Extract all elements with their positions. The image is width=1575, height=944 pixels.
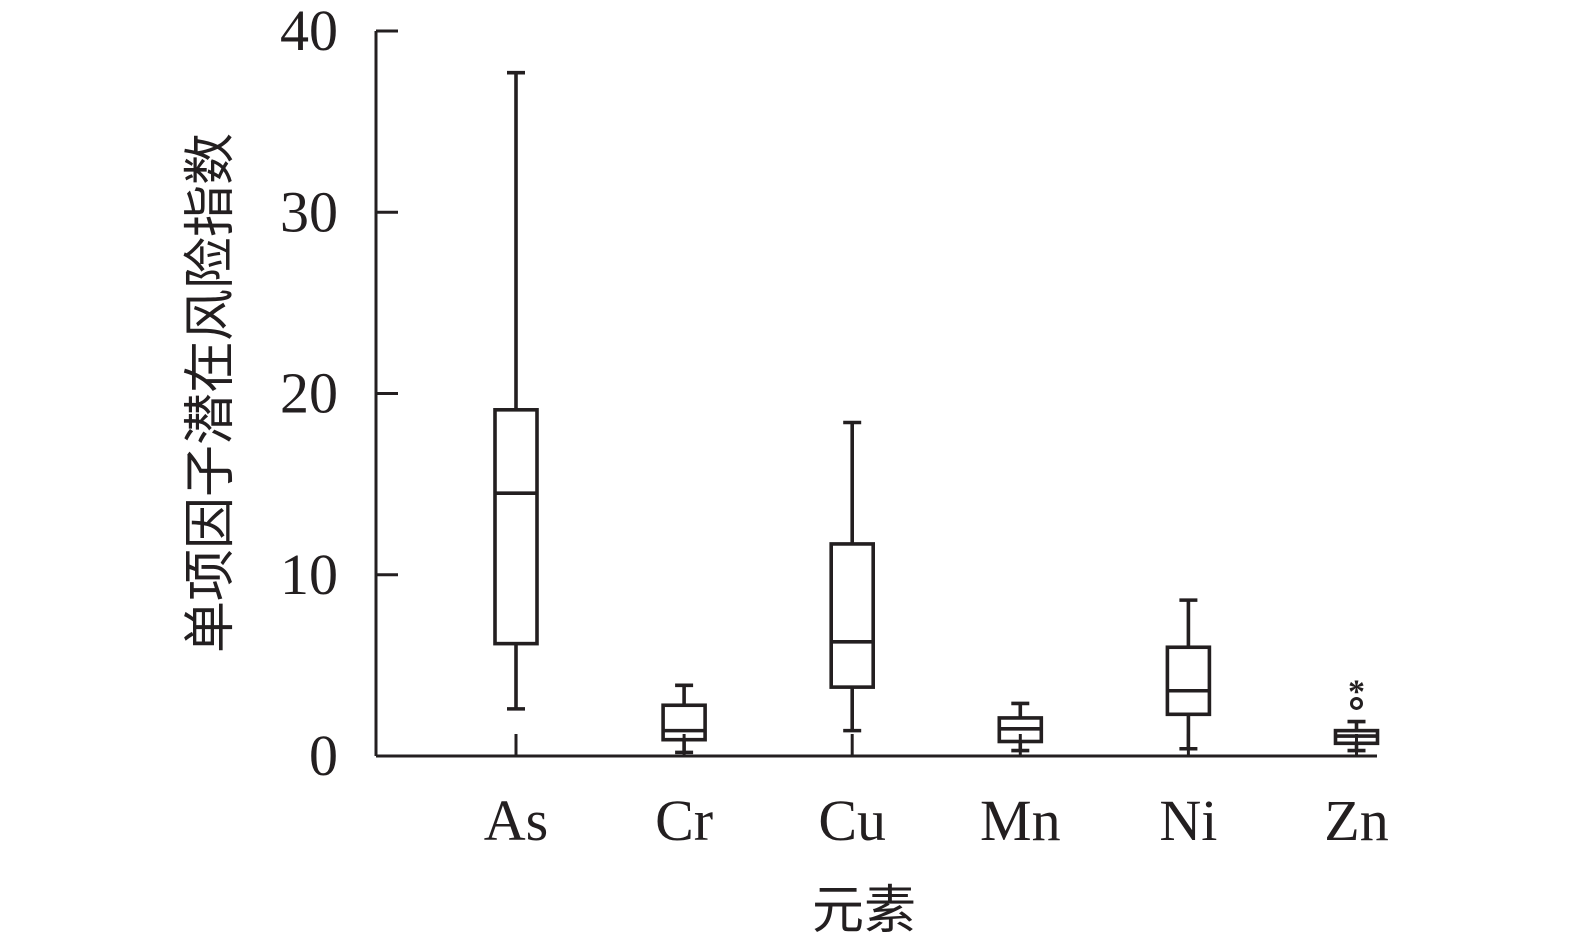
- outlier-point: [1350, 696, 1363, 710]
- box-iqr: [1165, 645, 1212, 717]
- box-as: [493, 70, 539, 711]
- x-axis-ticks: As Cr Cu Mn Ni Zn: [484, 734, 1389, 853]
- box-iqr: [493, 408, 539, 646]
- y-axis-ticks: 0 10 20 30 40: [280, 0, 398, 788]
- box-cu: [829, 420, 876, 733]
- box-iqr: [829, 542, 876, 689]
- x-tick-label: Cr: [655, 788, 713, 853]
- x-tick-label: Cu: [818, 788, 886, 853]
- box-series: *: [493, 70, 1380, 755]
- y-axis-title: 单项因子潜在风险指数: [181, 133, 241, 653]
- box-mn: [997, 701, 1044, 753]
- extreme-point: *: [1348, 673, 1365, 710]
- box-ni: [1165, 598, 1212, 751]
- x-tick-label: Zn: [1324, 788, 1388, 853]
- y-tick-label: 40: [280, 0, 338, 63]
- x-tick-label: Ni: [1159, 788, 1217, 853]
- y-tick-label: 20: [280, 361, 338, 426]
- x-tick-label: As: [484, 788, 548, 853]
- y-tick-label: 0: [309, 723, 338, 788]
- y-tick-label: 10: [280, 542, 338, 607]
- y-tick-label: 30: [280, 179, 338, 244]
- x-axis-title: 元素: [812, 881, 916, 941]
- x-tick-label: Mn: [980, 788, 1061, 853]
